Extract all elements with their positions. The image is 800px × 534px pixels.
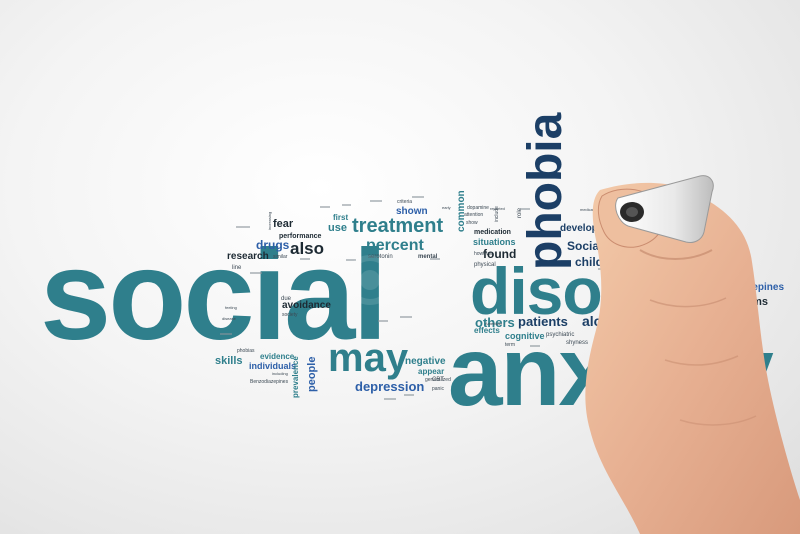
word-psychiatric: psychiatric — [546, 332, 575, 338]
word-attention: attention — [464, 212, 484, 218]
word-benzodiazepines-small: Benzodiazepines — [250, 379, 289, 385]
word-criteria: criteria — [397, 199, 413, 205]
word-use: use — [328, 222, 347, 234]
word-cognitive: cognitive — [505, 331, 545, 341]
word-shyness: shyness — [566, 340, 589, 346]
dreamstime-watermark-icon — [345, 255, 470, 305]
word-social: social — [40, 224, 388, 367]
word-patients: patients — [518, 314, 568, 329]
word-feeling: feeling — [225, 305, 237, 310]
word-percent: percent — [366, 237, 424, 254]
word-others: others — [475, 315, 515, 330]
word-avoidance: avoidance — [282, 300, 331, 311]
word-situations: situations — [473, 237, 516, 247]
word-term: term — [505, 342, 515, 348]
word-treatment: treatment — [352, 215, 444, 237]
word-performance: performance — [279, 233, 322, 240]
word-however: however — [474, 251, 493, 257]
word-effects: effects — [474, 326, 500, 335]
word-fear: fear — [273, 218, 294, 230]
word-early: early — [442, 205, 451, 210]
word-medication: medication — [474, 229, 511, 236]
word-also: also — [290, 239, 325, 258]
word-society: society — [282, 312, 298, 318]
word-disease: disease — [222, 316, 236, 321]
word-similar: similar — [273, 254, 288, 260]
word-research: research — [227, 251, 269, 262]
word-line: line — [232, 265, 242, 271]
word-panic: panic — [432, 386, 444, 392]
word-generalized: generalized — [425, 377, 451, 383]
word-american: American — [485, 321, 502, 326]
word-may: may — [328, 336, 409, 380]
word-reported: reported — [490, 206, 505, 211]
word-cbt: CBT — [432, 377, 444, 383]
word-show: show — [466, 220, 478, 226]
word-shown: shown — [396, 206, 428, 217]
word-physical: physical — [474, 262, 496, 268]
word-skills: skills — [215, 355, 243, 367]
word-including: including — [272, 371, 288, 376]
word-appear: appear — [418, 367, 445, 376]
word-first: first — [333, 213, 349, 222]
word-evidence: evidence — [260, 352, 295, 361]
word-mental: mental — [418, 254, 438, 260]
word-develop: develop — [560, 223, 598, 234]
word-due: due — [281, 296, 292, 302]
word-phobias: phobias — [237, 348, 255, 354]
word-depression: depression — [355, 379, 425, 394]
word-drugs: drugs — [256, 238, 290, 252]
word-negative: negative — [405, 356, 446, 367]
word-dopamine: dopamine — [467, 205, 489, 211]
word-individuals: individuals — [249, 361, 297, 371]
word-found: found — [483, 247, 517, 261]
word-serotonin: serotonin — [368, 254, 393, 260]
